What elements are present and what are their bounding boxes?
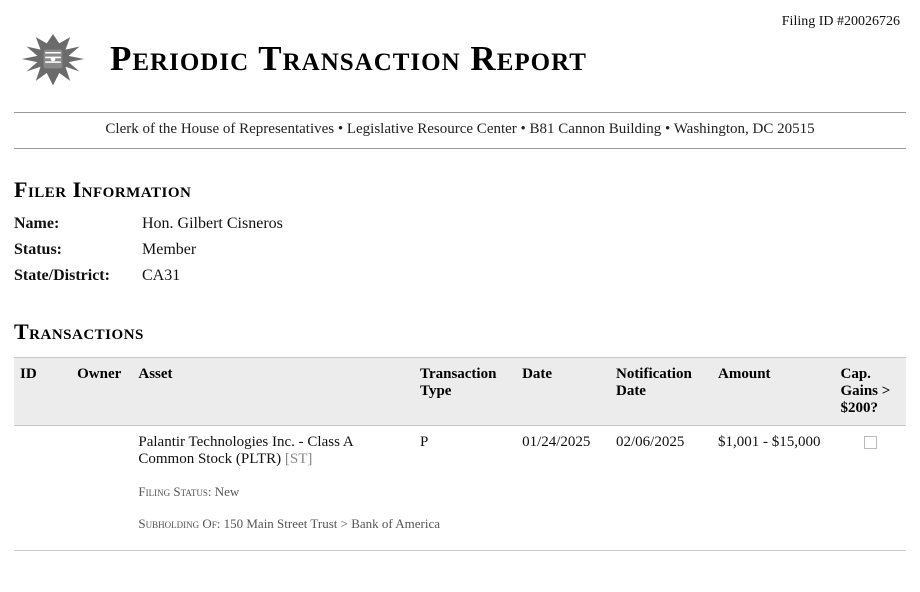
transactions-table: ID Owner Asset Transaction Type Date Not… xyxy=(14,357,906,540)
clerk-address: Clerk of the House of Representatives • … xyxy=(14,117,906,148)
filing-status-value: New xyxy=(215,484,240,499)
table-subrow: Subholding Of: 150 Main Street Trust > B… xyxy=(14,508,906,540)
subholding-value: 150 Main Street Trust > Bank of America xyxy=(224,516,440,531)
col-amount: Amount xyxy=(712,358,834,426)
col-ttype: Transaction Type xyxy=(414,358,516,426)
cap-gains-checkbox[interactable] xyxy=(864,436,877,449)
cell-ttype: P xyxy=(414,426,516,477)
asset-tag: [ST] xyxy=(285,451,313,467)
filing-status-label: Filing Status: xyxy=(138,484,211,499)
cell-date: 01/24/2025 xyxy=(516,426,610,477)
filer-district: CA31 xyxy=(142,267,906,285)
filer-info: Name: Hon. Gilbert Cisneros Status: Memb… xyxy=(14,215,906,285)
table-subrow: Filing Status: New xyxy=(14,476,906,508)
cell-amount: $1,001 - $15,000 xyxy=(712,426,834,477)
filer-district-label: State/District: xyxy=(14,267,142,285)
divider xyxy=(14,550,906,551)
subholding-line: Subholding Of: 150 Main Street Trust > B… xyxy=(132,508,906,540)
divider xyxy=(14,148,906,149)
cell-owner xyxy=(71,426,132,477)
col-owner: Owner xyxy=(71,358,132,426)
filer-name-label: Name: xyxy=(14,215,142,233)
table-header-row: ID Owner Asset Transaction Type Date Not… xyxy=(14,358,906,426)
divider xyxy=(14,112,906,113)
subholding-label: Subholding Of: xyxy=(138,516,220,531)
table-row: Palantir Technologies Inc. - Class A Com… xyxy=(14,426,906,477)
cell-id xyxy=(14,426,71,477)
filer-status: Member xyxy=(142,241,906,259)
filing-status-line: Filing Status: New xyxy=(132,476,906,508)
eagle-seal-icon xyxy=(14,20,92,98)
col-date: Date xyxy=(516,358,610,426)
cell-cap xyxy=(835,426,907,477)
report-header: Filing ID #20026726 Periodic Transaction… xyxy=(14,20,906,98)
col-id: ID xyxy=(14,358,71,426)
report-title: Periodic Transaction Report xyxy=(110,39,587,79)
col-asset: Asset xyxy=(132,358,414,426)
filing-id: Filing ID #20026726 xyxy=(782,14,900,30)
col-ndate: Notification Date xyxy=(610,358,712,426)
col-cap: Cap. Gains > $200? xyxy=(835,358,907,426)
filer-section-title: Filer Information xyxy=(14,177,906,203)
filing-id-label: Filing ID # xyxy=(782,14,844,29)
filer-status-label: Status: xyxy=(14,241,142,259)
filing-id-value: 20026726 xyxy=(844,14,900,29)
transactions-section-title: Transactions xyxy=(14,319,906,345)
cell-asset: Palantir Technologies Inc. - Class A Com… xyxy=(132,426,414,477)
asset-name: Palantir Technologies Inc. - Class A Com… xyxy=(138,434,352,467)
cell-ndate: 02/06/2025 xyxy=(610,426,712,477)
filer-name: Hon. Gilbert Cisneros xyxy=(142,215,906,233)
